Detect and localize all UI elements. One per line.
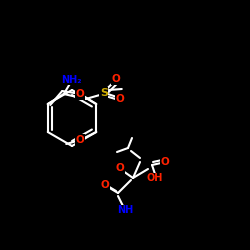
Text: O: O [116, 94, 124, 104]
Text: O: O [112, 74, 120, 84]
Text: NH: NH [117, 205, 133, 215]
Text: O: O [160, 157, 170, 167]
Text: OH: OH [147, 173, 163, 183]
Text: O: O [100, 180, 110, 190]
Text: S: S [100, 88, 108, 98]
Text: O: O [76, 135, 84, 145]
Text: O: O [116, 163, 124, 173]
Text: NH₂: NH₂ [62, 75, 82, 85]
Text: O: O [76, 89, 84, 99]
